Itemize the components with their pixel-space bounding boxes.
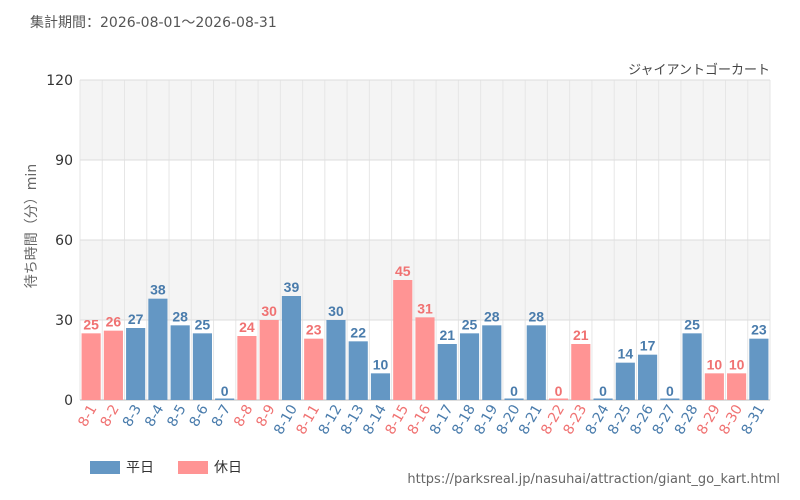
bar-value-label: 23 [751,322,767,338]
bar [81,333,101,400]
y-tick-label: 60 [55,233,73,249]
x-tick-label: 8-7 [209,402,234,430]
bar [215,398,235,400]
legend-swatch-weekday [90,460,120,474]
bar-value-label: 25 [83,316,99,332]
period-label: 集計期間：2026-08-01～2026-08-31 [30,15,277,31]
bar-value-label: 45 [395,263,411,279]
bar [326,320,346,400]
bar [348,341,368,400]
bar-value-label: 28 [172,308,188,324]
source-url: https://parksreal.jp/nasuhai/attraction/… [407,472,780,487]
bar [237,336,257,400]
bar-value-label: 0 [666,383,674,399]
bar-value-label: 30 [261,303,277,319]
value-labels-group: 25 26 27 38 28 25 0 24 30 39 23 30 22 10 45 31 21 25 28 0 28… [83,263,767,399]
bar [370,373,391,400]
legend: 平日 休日 [90,457,266,477]
bar-value-label: 25 [462,316,478,332]
bar [615,362,635,400]
bar-value-label: 0 [221,383,229,399]
bar-value-label: 14 [618,346,634,362]
bar [103,330,123,400]
x-tick-label: 8-3 [120,402,145,430]
bar [281,296,302,400]
y-tick-label: 30 [55,313,73,329]
bar [192,333,212,400]
x-tick-label: 8-1 [75,402,100,430]
x-tick-labels-group: 8-18-28-38-48-58-68-78-88-98-108-118-128… [75,402,768,438]
bar [749,338,769,400]
bar-value-label: 23 [306,322,322,338]
y-axis-label: 待ち時間（分）min [24,164,40,288]
bar [415,317,435,400]
bar [304,338,324,400]
x-tick-label: 8-2 [98,402,123,430]
bar-value-label: 38 [150,282,166,298]
bar [126,328,146,400]
y-tick-labels-group: 0 30 60 90 120 [46,73,73,409]
legend-label-holiday: 休日 [214,460,242,476]
bar-value-label: 28 [529,308,545,324]
bar-value-label: 0 [555,383,563,399]
legend-swatch-holiday [178,460,208,474]
bar [148,298,168,400]
plot-band [80,160,770,240]
bar [437,344,457,400]
x-tick-label: 8-8 [231,402,256,430]
legend-label-weekday: 平日 [126,460,154,476]
bar [660,398,680,400]
bar-value-label: 39 [284,279,300,295]
bar-value-label: 22 [350,324,366,340]
bar [504,398,524,400]
bar-value-label: 10 [373,356,389,372]
bar [682,333,702,400]
bar-value-label: 25 [195,316,211,332]
bar-value-label: 28 [484,308,500,324]
bar-value-label: 27 [128,311,144,327]
vertical-gridlines [79,80,771,400]
bar [482,325,502,400]
chart-title: ジャイアントゴーカート [628,62,770,78]
x-tick-label: 8-6 [187,402,212,430]
bar [704,373,724,400]
legend-item-holiday: 休日 [178,457,242,477]
bar [393,280,413,400]
bar-value-label: 0 [510,383,518,399]
bar [170,325,190,400]
bar [526,325,546,400]
bars-group [81,280,769,400]
bar-value-label: 10 [707,356,723,372]
bar-value-label: 10 [729,356,745,372]
plot-band [80,240,770,320]
y-tick-label: 0 [64,393,73,409]
x-tick-label: 8-4 [142,402,167,430]
y-tick-label: 90 [55,153,73,169]
bar-value-label: 21 [573,327,589,343]
bar-value-label: 30 [328,303,344,319]
legend-item-weekday: 平日 [90,457,154,477]
plot-band [80,80,770,160]
bar-value-label: 21 [439,327,455,343]
y-tick-label: 120 [46,73,73,89]
bar-value-label: 26 [106,314,122,330]
bar-value-label: 17 [640,338,656,354]
x-tick-label: 8-5 [164,402,189,430]
x-tick-label: 8-31 [739,402,769,438]
wait-time-bar-chart: 25 26 27 38 28 25 0 24 30 39 23 30 22 10 45 31 21 25 28 0 28… [24,62,771,438]
bar-value-label: 25 [684,316,700,332]
bar [571,344,591,400]
bar [459,333,480,400]
bar [259,320,279,400]
bar-value-label: 0 [599,383,607,399]
bar [727,373,747,400]
bar [593,398,613,400]
bar-value-label: 24 [239,319,255,335]
bar-value-label: 31 [417,300,433,316]
bar [638,354,658,400]
bar [548,398,569,400]
